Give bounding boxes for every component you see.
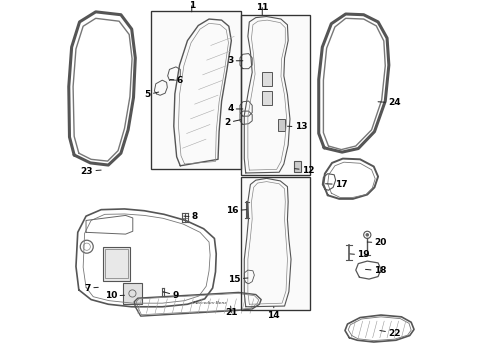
Text: 11: 11: [256, 3, 269, 15]
Text: 22: 22: [380, 329, 401, 338]
Text: 20: 20: [368, 238, 387, 247]
Bar: [294, 161, 301, 172]
Text: 5: 5: [145, 90, 159, 99]
Text: 21: 21: [225, 306, 238, 317]
Text: 19: 19: [350, 251, 370, 260]
Text: 17: 17: [325, 180, 347, 189]
Text: 23: 23: [81, 167, 101, 176]
Text: 24: 24: [378, 98, 401, 107]
Text: 18: 18: [366, 266, 386, 275]
Bar: [242, 15, 310, 175]
Bar: [278, 119, 285, 131]
Text: 10: 10: [105, 292, 124, 301]
Text: 8: 8: [184, 212, 198, 221]
Text: 9: 9: [163, 291, 179, 300]
Bar: [262, 91, 272, 105]
Text: 13: 13: [288, 122, 307, 131]
Text: 14: 14: [268, 307, 280, 320]
Text: 16: 16: [226, 206, 246, 215]
Text: 1: 1: [189, 1, 195, 12]
Text: 7: 7: [85, 284, 98, 293]
Bar: [122, 283, 143, 304]
Text: Mercedes-Benz: Mercedes-Benz: [192, 301, 226, 305]
Bar: [242, 15, 310, 175]
Text: 15: 15: [228, 275, 248, 284]
Bar: [151, 11, 242, 170]
Text: 4: 4: [227, 104, 243, 113]
Text: 6: 6: [170, 76, 183, 85]
Bar: [151, 11, 242, 170]
Bar: [105, 249, 128, 278]
Bar: [242, 176, 310, 310]
Text: 2: 2: [224, 118, 241, 127]
Circle shape: [366, 233, 369, 237]
Text: 12: 12: [294, 166, 314, 175]
Bar: [262, 72, 272, 86]
Bar: [242, 176, 310, 310]
Text: 3: 3: [227, 56, 243, 65]
Bar: [103, 247, 130, 281]
